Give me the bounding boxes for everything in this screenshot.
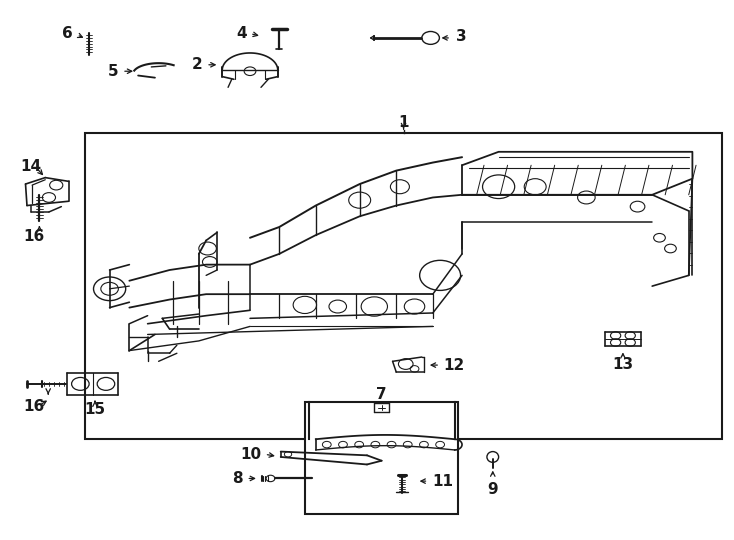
Text: 4: 4 [236,26,247,41]
Text: 10: 10 [240,447,261,462]
Text: 8: 8 [232,471,243,486]
Text: 9: 9 [487,482,498,497]
Text: 2: 2 [192,57,203,72]
Text: 5: 5 [108,64,118,79]
Text: 12: 12 [444,357,465,373]
Text: 1: 1 [399,115,409,130]
Text: 16: 16 [23,229,45,244]
Text: 7: 7 [377,387,387,402]
Text: 14: 14 [20,159,41,174]
Text: 6: 6 [62,26,73,41]
Bar [305,402,459,515]
Text: 13: 13 [612,356,633,372]
Bar [85,133,722,439]
Text: 16: 16 [23,400,45,415]
Text: 11: 11 [433,474,454,489]
Text: 15: 15 [84,402,106,417]
Ellipse shape [487,451,498,462]
Text: 3: 3 [457,29,467,44]
